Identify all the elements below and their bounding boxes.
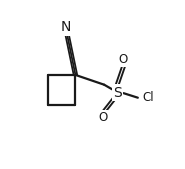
Text: O: O [118, 53, 127, 66]
Text: N: N [60, 20, 71, 34]
Text: S: S [113, 86, 122, 100]
Text: O: O [98, 111, 107, 124]
Text: Cl: Cl [143, 91, 154, 104]
